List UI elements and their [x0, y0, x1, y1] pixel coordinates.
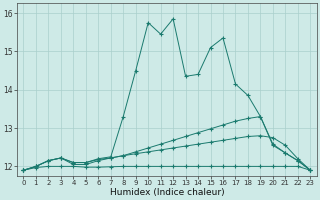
- X-axis label: Humidex (Indice chaleur): Humidex (Indice chaleur): [109, 188, 224, 197]
